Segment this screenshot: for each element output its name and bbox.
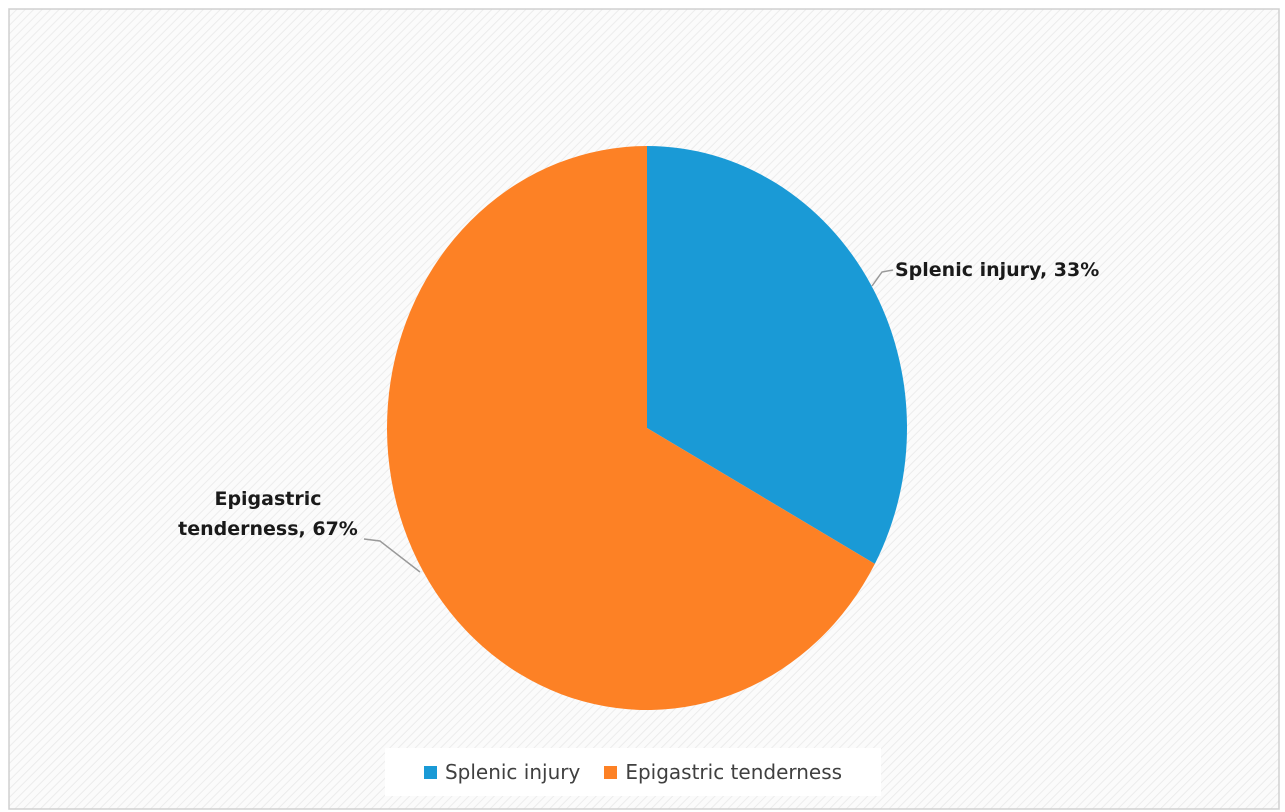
legend-item: Splenic injury [423, 760, 581, 784]
leader-line [871, 269, 894, 287]
legend-swatch [423, 765, 437, 779]
pie [386, 146, 907, 710]
pie-slice [647, 146, 907, 564]
pie-slice [386, 146, 875, 710]
legend-label: Splenic injury [444, 760, 581, 784]
legend-item: Epigastric tenderness [604, 760, 842, 784]
legend: Splenic injury Epigastric tenderness [385, 748, 881, 796]
leader-line [363, 538, 421, 573]
data-label: Splenic injury, 33% [895, 259, 1100, 281]
legend-label: Epigastric tenderness [625, 760, 843, 784]
legend-swatch [604, 765, 618, 779]
data-label: Epigastric tenderness, 67% [178, 488, 358, 540]
